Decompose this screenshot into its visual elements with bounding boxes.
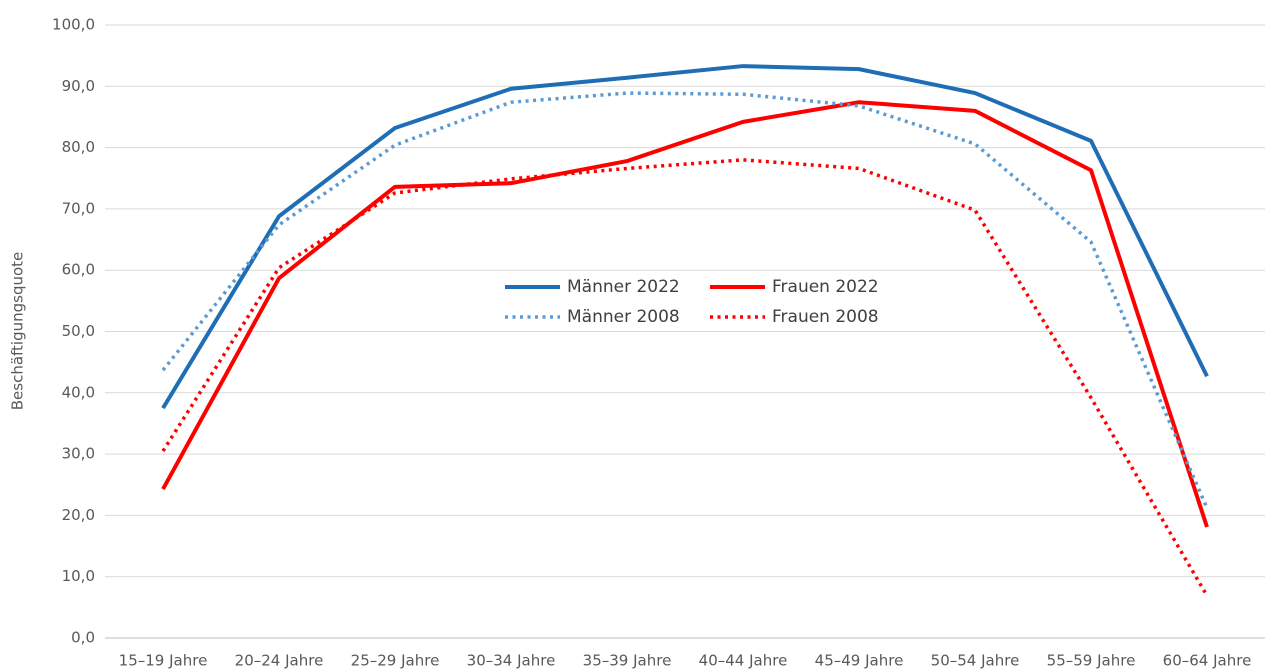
y-tick-label: 0,0 xyxy=(71,629,95,647)
x-tick-label: 55–59 Jahre xyxy=(1047,652,1136,670)
y-tick-label: 10,0 xyxy=(62,567,95,585)
x-tick-label: 45–49 Jahre xyxy=(815,652,904,670)
y-tick-label: 100,0 xyxy=(52,16,95,34)
legend-label: Männer 2022 xyxy=(567,277,680,297)
x-tick-label: 40–44 Jahre xyxy=(699,652,788,670)
legend: Männer 2022 Frauen 2022 Männer 2008 Frauen … xyxy=(505,277,879,327)
x-tick-label: 30–34 Jahre xyxy=(467,652,556,670)
x-tick-label: 60–64 Jahre xyxy=(1163,652,1252,670)
y-tick-label: 80,0 xyxy=(62,138,95,156)
x-tick-label: 15–19 Jahre xyxy=(119,652,208,670)
y-tick-label: 90,0 xyxy=(62,77,95,95)
line-series xyxy=(161,100,1209,528)
y-tick-label: 20,0 xyxy=(62,506,95,524)
line-series xyxy=(161,64,1209,410)
y-axis-label: Beschäftigungsquote xyxy=(9,252,27,411)
y-tick-label: 40,0 xyxy=(62,383,95,401)
legend-label: Frauen 2022 xyxy=(772,277,879,297)
y-tick-label: 30,0 xyxy=(62,445,95,463)
x-tick-label: 50–54 Jahre xyxy=(931,652,1020,670)
line-series xyxy=(161,158,1209,597)
legend-label: Männer 2008 xyxy=(567,307,680,327)
y-tick-label: 50,0 xyxy=(62,322,95,340)
y-tick-label: 70,0 xyxy=(62,199,95,217)
legend-label: Frauen 2008 xyxy=(772,307,879,327)
y-tick-label: 60,0 xyxy=(62,261,95,279)
x-tick-label: 25–29 Jahre xyxy=(351,652,440,670)
line-series xyxy=(161,91,1209,509)
x-tick-label: 20–24 Jahre xyxy=(235,652,324,670)
x-tick-label: 35–39 Jahre xyxy=(583,652,672,670)
